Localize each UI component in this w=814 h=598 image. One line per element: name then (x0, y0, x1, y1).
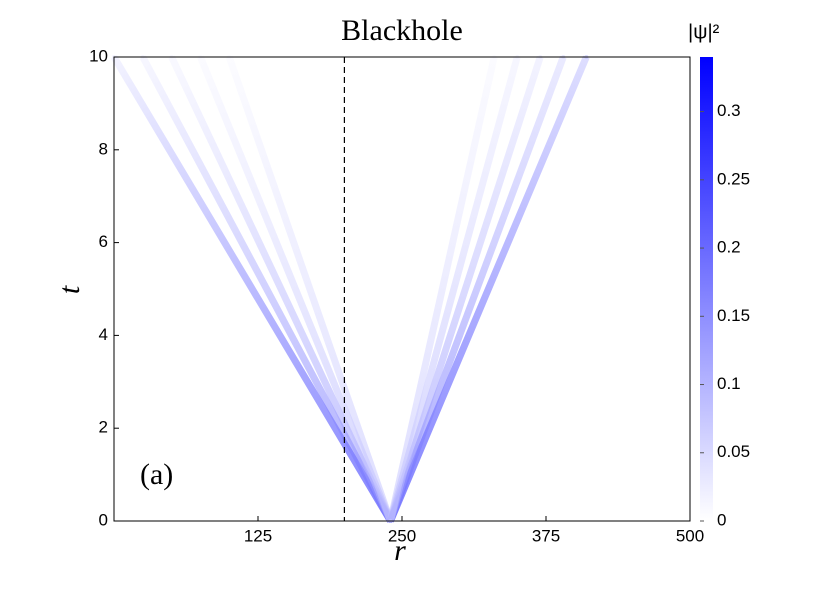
wavefront (387, 55, 567, 523)
wavefront (387, 55, 590, 523)
annotation: (a) (140, 458, 173, 491)
colorbar-tick-label: 0.05 (717, 442, 750, 461)
y-tick-label: 10 (89, 46, 108, 65)
wavefront (110, 55, 394, 523)
colorbar-tick-label: 0.3 (717, 101, 741, 120)
y-tick-label: 0 (99, 510, 108, 529)
wavefront (387, 56, 498, 522)
y-tick-label: 8 (99, 139, 108, 158)
colorbar-label: |ψ|² (688, 21, 720, 43)
chart-title: Blackhole (341, 14, 463, 47)
x-axis-label: r (394, 534, 406, 567)
plot-background (114, 57, 690, 521)
colorbar (700, 57, 713, 521)
x-tick-label: 125 (244, 526, 272, 545)
wavefront (387, 55, 544, 523)
x-tick-label: 500 (676, 526, 704, 545)
colorbar-tick-label: 0 (717, 510, 726, 529)
y-tick-label: 6 (99, 232, 108, 251)
wavefront (197, 55, 394, 523)
y-tick-label: 2 (99, 418, 108, 437)
wavefront (387, 56, 521, 522)
plot-area (110, 55, 690, 523)
wavefront (139, 55, 394, 523)
wavefront (168, 55, 394, 523)
colorbar-tick-label: 0.2 (717, 238, 741, 257)
colorbar-tick-label: 0.1 (717, 374, 741, 393)
wavefront (225, 55, 394, 523)
x-tick-label: 250 (388, 526, 416, 545)
colorbar-tick-label: 0.15 (717, 306, 750, 325)
y-axis-label: t (53, 285, 86, 294)
y-tick-label: 4 (99, 325, 108, 344)
colorbar-tick-label: 0.25 (717, 169, 750, 188)
x-tick-label: 375 (532, 526, 560, 545)
